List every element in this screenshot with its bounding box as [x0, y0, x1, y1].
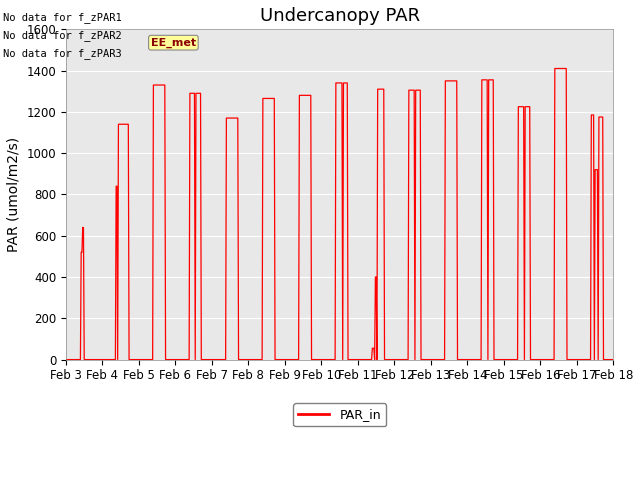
Title: Undercanopy PAR: Undercanopy PAR	[260, 7, 420, 25]
Text: EE_met: EE_met	[151, 37, 196, 48]
Text: No data for f_zPAR1: No data for f_zPAR1	[3, 12, 122, 23]
Y-axis label: PAR (umol/m2/s): PAR (umol/m2/s)	[7, 137, 21, 252]
Text: No data for f_zPAR3: No data for f_zPAR3	[3, 48, 122, 60]
Legend: PAR_in: PAR_in	[293, 403, 386, 426]
Text: No data for f_zPAR2: No data for f_zPAR2	[3, 30, 122, 41]
